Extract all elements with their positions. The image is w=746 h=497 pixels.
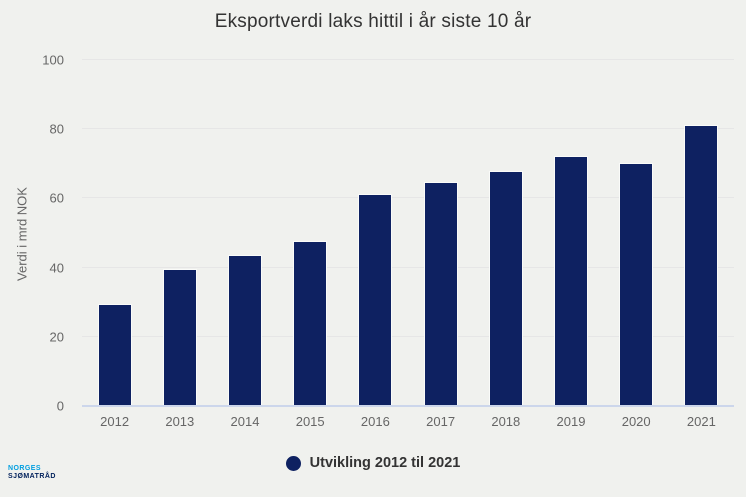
- x-tick-label-2015: 2015: [295, 414, 325, 429]
- legend-item[interactable]: Utvikling 2012 til 2021: [0, 449, 746, 477]
- plot-area: [82, 59, 734, 407]
- x-tick-label-2019: 2019: [556, 414, 586, 429]
- logo-line-norges: NORGES: [8, 465, 42, 472]
- x-tick-label-2021: 2021: [686, 414, 716, 429]
- bar-2014[interactable]: [228, 254, 262, 406]
- gridline-40: [82, 266, 734, 268]
- y-tick-label-60: 60: [49, 190, 64, 206]
- logo-line-sjomatrad: SJØMATRÅD: [8, 473, 56, 481]
- y-tick-label-0: 0: [56, 398, 64, 414]
- legend-label: Utvikling 2012 til 2021: [309, 455, 461, 471]
- y-tick-label-80: 80: [49, 121, 64, 137]
- gridline-80: [82, 128, 734, 130]
- chart-title: Eksportverdi laks hittil i år siste 10 å…: [214, 11, 532, 32]
- y-tick-label-100: 100: [42, 52, 64, 68]
- x-tick-label-2016: 2016: [360, 414, 390, 429]
- bar-2016[interactable]: [358, 193, 393, 406]
- bar-2012[interactable]: [97, 303, 132, 406]
- gridline-20: [82, 335, 734, 337]
- bar-2017[interactable]: [423, 182, 458, 406]
- x-tick-label-2017: 2017: [426, 414, 456, 429]
- bar-2021[interactable]: [684, 124, 719, 406]
- legend-marker-circle: [285, 455, 301, 471]
- x-axis-line: [82, 405, 734, 407]
- bar-2020[interactable]: [619, 162, 654, 406]
- x-tick-label-2014: 2014: [230, 414, 260, 429]
- bar-2015[interactable]: [293, 240, 328, 406]
- x-tick-label-2020: 2020: [621, 414, 651, 429]
- gridline-100: [82, 59, 734, 60]
- gridline-60: [82, 197, 734, 199]
- y-tick-label-40: 40: [49, 260, 64, 276]
- y-tick-label-20: 20: [49, 329, 64, 345]
- bar-2018[interactable]: [488, 171, 523, 406]
- x-tick-label-2013: 2013: [165, 414, 195, 429]
- norges-sjomatrad-logo: NORGES SJØMATRÅD: [8, 465, 56, 482]
- bar-2019[interactable]: [554, 155, 588, 406]
- x-axis-tick-labels: 2012 2013 2014 2015 2016 2017 2018 2019 2020 2021: [82, 414, 734, 434]
- y-axis-tick-labels: 0 20 40 60 80 100: [0, 53, 64, 414]
- x-tick-label-2018: 2018: [491, 414, 521, 429]
- x-tick-label-2012: 2012: [100, 414, 130, 429]
- bar-2013[interactable]: [162, 268, 197, 406]
